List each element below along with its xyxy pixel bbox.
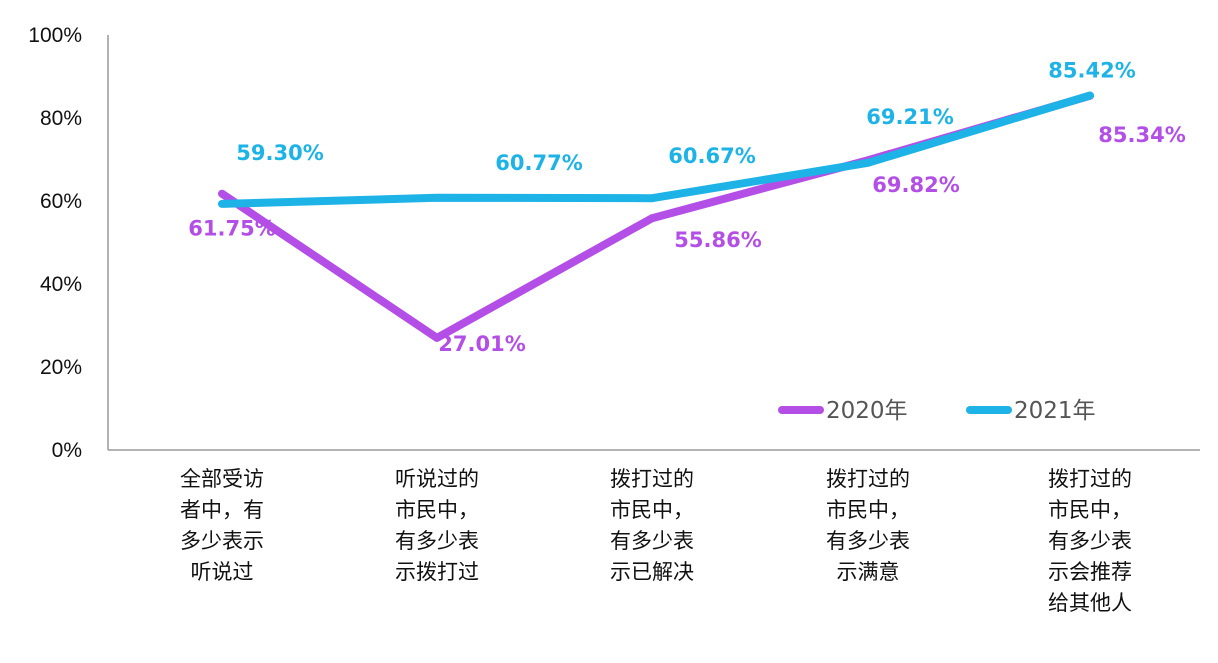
x-category-label: 者中，有 xyxy=(180,498,264,522)
x-category-label: 拨打过的 xyxy=(1048,467,1132,491)
y-tick-labels: 0% 20% 40% 60% 80% 100% xyxy=(28,24,82,462)
legend-label: 2020年 xyxy=(826,398,908,424)
series-lines xyxy=(218,91,1094,342)
x-category-label: 有多少表 xyxy=(395,529,479,553)
x-category-label: 全部受访 xyxy=(180,467,264,491)
data-label: 60.77% xyxy=(495,151,582,175)
x-category-label: 示拨打过 xyxy=(395,560,479,584)
x-category-label: 市民中， xyxy=(610,498,694,522)
x-category-label: 市民中， xyxy=(395,498,479,522)
y-tick-label: 60% xyxy=(40,190,82,213)
data-label: 85.34% xyxy=(1098,123,1185,147)
legend-label: 2021年 xyxy=(1014,398,1096,424)
data-label: 85.42% xyxy=(1048,59,1135,83)
x-category-label: 听说过的 xyxy=(395,467,479,491)
data-label: 59.30% xyxy=(236,141,323,165)
x-category-label: 多少表示 xyxy=(180,529,264,553)
y-tick-label: 20% xyxy=(40,356,82,379)
y-tick-label: 0% xyxy=(52,439,82,462)
x-category-label: 有多少表 xyxy=(1048,529,1132,553)
data-label: 60.67% xyxy=(668,144,755,168)
data-label: 61.75% xyxy=(188,217,275,241)
x-category-label: 市民中， xyxy=(1048,498,1132,522)
x-category-label: 听说过 xyxy=(191,560,254,584)
series-line-1 xyxy=(218,91,1094,208)
y-tick-label: 80% xyxy=(40,107,82,130)
y-tick-label: 100% xyxy=(28,24,82,47)
x-category-label: 示会推荐 xyxy=(1048,560,1132,584)
legend: 2020年 2021年 xyxy=(778,398,1096,424)
x-category-label: 拨打过的 xyxy=(826,467,910,491)
data-label: 69.21% xyxy=(866,105,953,129)
x-category-label: 示满意 xyxy=(837,560,900,584)
y-tick-label: 40% xyxy=(40,273,82,296)
x-category-label: 给其他人 xyxy=(1048,591,1132,615)
data-label: 55.86% xyxy=(674,228,761,252)
x-category-label: 市民中， xyxy=(826,498,910,522)
data-labels: 61.75% 27.01% 55.86% 69.82% 85.34% 59.30% 60.7… xyxy=(188,59,1185,356)
x-category-label: 有多少表 xyxy=(826,529,910,553)
x-category-label: 拨打过的 xyxy=(610,467,694,491)
data-label: 27.01% xyxy=(438,332,525,356)
x-category-label: 示已解决 xyxy=(610,560,694,584)
data-label: 69.82% xyxy=(872,173,959,197)
x-category-label: 有多少表 xyxy=(610,529,694,553)
